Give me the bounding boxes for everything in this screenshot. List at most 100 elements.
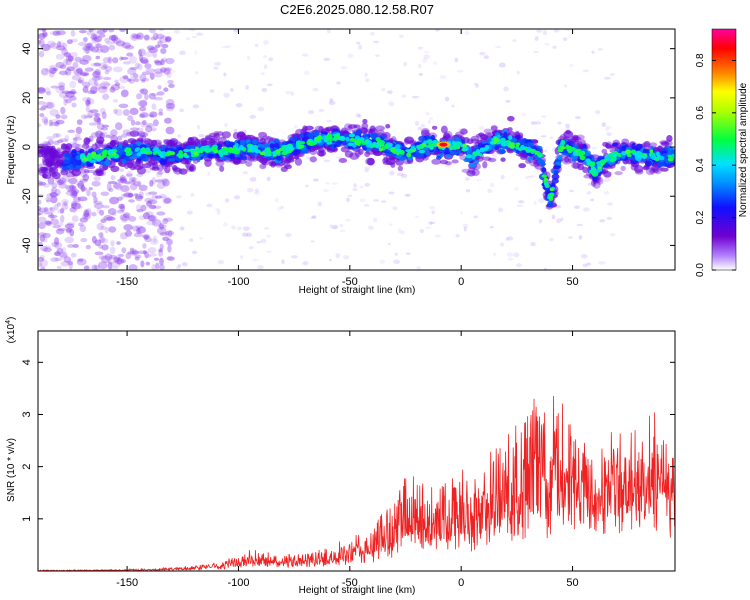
spectrogram-cell xyxy=(141,163,152,169)
spectrogram-cell xyxy=(326,133,333,139)
spectrogram-cell xyxy=(38,122,42,128)
spectrogram-cell xyxy=(385,124,391,129)
spectrogram-cell xyxy=(75,126,83,135)
spectrogram-cell xyxy=(59,138,68,142)
spectrogram-cell xyxy=(71,38,78,43)
spectrogram-cell xyxy=(209,89,215,93)
spectrogram-cell xyxy=(133,232,143,238)
spectrogram-cell xyxy=(149,29,156,34)
spectrogram-cell xyxy=(500,141,507,147)
spectrogram-cell xyxy=(165,67,172,72)
spectrogram-cell xyxy=(135,225,143,230)
spectrogram-cell xyxy=(124,157,131,162)
spectrogram-cell xyxy=(65,55,73,63)
spectrogram-cell xyxy=(364,182,371,187)
spectrogram-cell xyxy=(568,189,575,193)
spectrogram-cell xyxy=(169,69,176,74)
spectrogram-cell xyxy=(373,40,380,44)
spectrogram-cell xyxy=(167,79,174,85)
spectrogram-cell xyxy=(100,225,107,231)
spectrogram-cell xyxy=(38,32,46,40)
spectrogram-cell xyxy=(93,115,101,123)
spectrogram-cell xyxy=(213,66,219,70)
spectrogram-cell xyxy=(77,77,85,85)
spectrogram-cell xyxy=(116,209,125,214)
spectrogram-cell xyxy=(68,163,74,170)
spectrogram-cell xyxy=(42,31,48,38)
spectrogram-cell xyxy=(152,151,158,155)
spectrogram-cell xyxy=(139,73,147,82)
spectrogram-cell xyxy=(400,230,405,235)
spectrogram-cell xyxy=(101,111,107,120)
spectrogram-cell xyxy=(124,148,129,153)
colorbar-gradient xyxy=(711,28,737,271)
spectrogram-cell xyxy=(50,118,61,125)
spectrogram-cell xyxy=(348,133,356,138)
spectrogram-cell xyxy=(123,212,131,218)
spectrogram-cell xyxy=(473,82,477,85)
spectrogram-cell xyxy=(232,131,240,140)
spectrogram-cell xyxy=(63,256,72,263)
spectrogram-cell xyxy=(154,195,163,199)
spectrogram-cell xyxy=(58,82,66,88)
spectrogram-cell xyxy=(99,131,108,139)
spectrogram-cell xyxy=(292,135,298,142)
spectrogram-cell xyxy=(508,135,513,140)
spectrogram-cell xyxy=(38,87,46,94)
spectrogram-cell xyxy=(503,131,508,139)
spectrogram-cell xyxy=(58,47,67,51)
spectrogram-cell xyxy=(159,264,165,270)
spectrogram-cell xyxy=(141,78,150,82)
spectrogram-cell xyxy=(234,142,239,148)
spectrogram-cell xyxy=(96,222,104,231)
spectrogram-cell xyxy=(43,154,54,161)
spectrogram-cell xyxy=(84,67,94,72)
spectrogram-cell xyxy=(259,151,266,156)
spectrogram-cell xyxy=(591,50,595,54)
spectrogram-cell xyxy=(61,175,70,183)
spectrogram-cell xyxy=(121,215,128,223)
spectrogram-cell xyxy=(55,86,65,94)
spectrogram-cell xyxy=(309,156,317,163)
spectrogram-cell xyxy=(225,45,232,49)
spectrogram-cell xyxy=(194,50,198,55)
spectrogram-cell xyxy=(89,109,99,114)
spectrogram-cell xyxy=(126,170,133,178)
spectrogram-cell xyxy=(119,56,124,61)
spectrogram-cell xyxy=(80,238,88,243)
spectrogram-cell xyxy=(101,244,109,251)
spectrogram-cell xyxy=(153,96,163,101)
spectrogram-cell xyxy=(162,181,167,185)
spectrogram-cell xyxy=(124,181,132,185)
spectrogram-cell xyxy=(155,179,165,183)
spectrogram-cell xyxy=(42,32,49,36)
spectrogram-cell xyxy=(266,176,271,182)
spectrogram-cell xyxy=(53,161,63,167)
spectrogram-cell xyxy=(148,252,157,257)
spectrogram-cell xyxy=(136,93,143,100)
spectrogram-cell xyxy=(113,108,118,115)
spectrogram-cell xyxy=(606,216,613,221)
spectrogram-cell xyxy=(405,252,411,255)
spectrogram-cell xyxy=(59,208,65,214)
spectrogram-cell xyxy=(54,257,63,262)
snr-y-label: SNR (10 * v/v) xyxy=(6,438,17,502)
spectrogram-cell xyxy=(74,56,82,63)
spectrogram-cell xyxy=(310,216,316,219)
spectrogram-cell xyxy=(222,151,229,156)
spectrogram-cell xyxy=(115,40,126,47)
spectrogram-cell xyxy=(110,139,116,146)
snr-multiplier-label: (x10 xyxy=(6,323,17,343)
spectrogram-cell xyxy=(159,158,167,165)
spectrogram-cell xyxy=(359,185,364,189)
spectrogram-cell xyxy=(126,52,134,57)
spectrogram-cell xyxy=(120,89,129,98)
spectrogram-cell xyxy=(667,154,673,158)
spectrogram-cell xyxy=(354,135,361,140)
spectrogram-cell xyxy=(397,165,404,172)
spectrogram-cell xyxy=(346,197,350,203)
spectrogram-cell xyxy=(80,184,86,193)
spectrogram-cell xyxy=(56,139,64,144)
spectrogram-cell xyxy=(145,125,153,133)
spectrogram-cell xyxy=(69,184,76,192)
